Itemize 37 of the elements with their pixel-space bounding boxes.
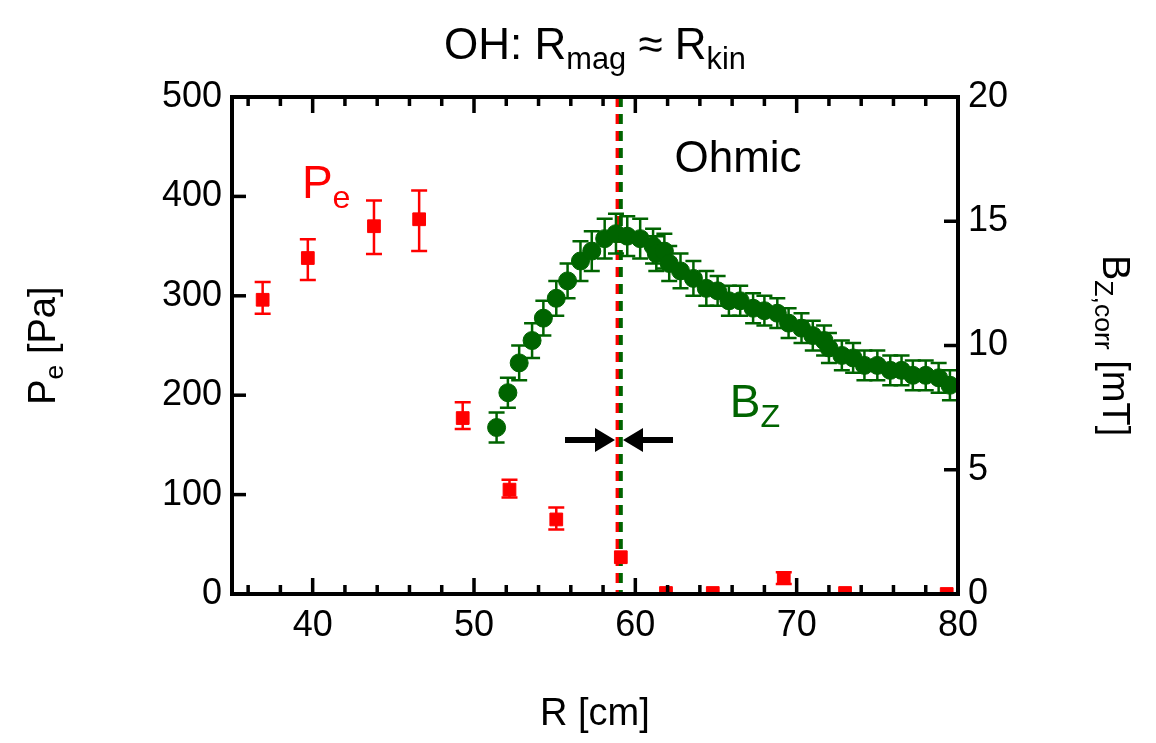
y-tick-label: 0 <box>201 570 222 612</box>
x-tick-label: 70 <box>776 602 817 644</box>
x-tick-label: 50 <box>453 602 495 644</box>
point <box>498 383 518 403</box>
y2-tick-label: 20 <box>968 73 1009 115</box>
point <box>582 241 602 261</box>
point <box>570 251 590 271</box>
point <box>255 292 270 307</box>
x-axis-title: R [cm] <box>540 691 650 733</box>
chart-title: OH: R$_{mag}$ ≈ R$_{kin}$ <box>444 18 746 76</box>
point <box>533 308 553 328</box>
point <box>940 375 958 395</box>
series-label: P$_{e}$ <box>301 156 351 216</box>
y-tick-label: 300 <box>161 272 222 314</box>
x-tick-label: 40 <box>292 602 333 644</box>
point <box>487 418 507 438</box>
y-tick-label: 200 <box>161 372 222 414</box>
point <box>300 251 315 265</box>
y2-tick-label: 10 <box>968 322 1009 364</box>
annotation: Ohmic <box>674 132 802 181</box>
point <box>367 219 381 234</box>
point <box>546 288 566 308</box>
y-tick-label: 400 <box>161 173 222 215</box>
y-tick-label: 500 <box>161 73 222 115</box>
point <box>683 268 703 288</box>
y2-tick-label: 15 <box>968 198 1009 240</box>
x-tick-label: 60 <box>615 602 656 644</box>
point <box>558 271 578 291</box>
y-tick-label: 100 <box>161 471 222 513</box>
point <box>767 303 787 323</box>
series-label: B$_{Z}$ <box>729 375 781 435</box>
y2-tick-label: 5 <box>968 446 989 488</box>
point <box>412 212 427 227</box>
point <box>502 482 517 497</box>
point <box>522 331 542 351</box>
point <box>455 411 470 425</box>
point <box>509 353 529 373</box>
